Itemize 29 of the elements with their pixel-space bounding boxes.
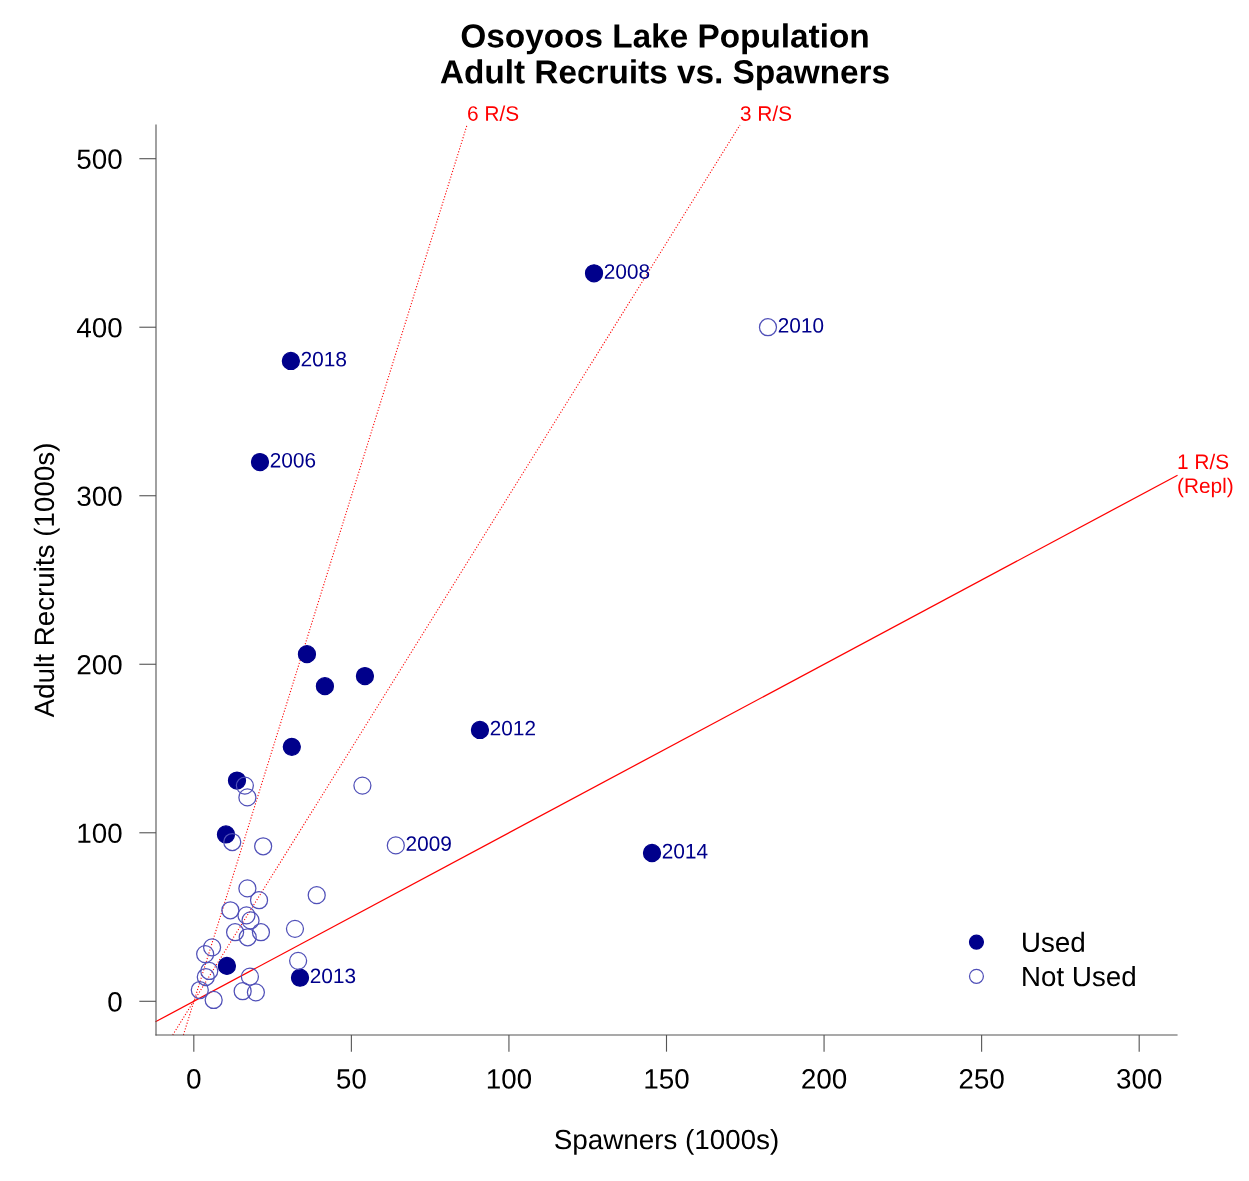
- annotation: 2012: [490, 720, 535, 736]
- y-tick-label: 100: [78, 823, 122, 844]
- y-axis-title: Adult Recruits (1000s): [33, 444, 60, 718]
- y-tick-label: 500: [77, 149, 122, 170]
- annotation: 2018: [301, 351, 347, 367]
- annotation: 2013: [310, 968, 356, 984]
- series-label: 1 R/S (Repl): [1178, 453, 1233, 498]
- annotation: 2006: [270, 452, 316, 468]
- y-tick-label: 400: [76, 317, 122, 338]
- chart-title: Osoyoos Lake Population Adult Recruits vs. Spawners: [440, 23, 889, 91]
- x-tick-label: 250: [959, 1069, 1004, 1089]
- x-tick-label: 50: [337, 1069, 366, 1089]
- y-tick-label: 300: [77, 486, 122, 507]
- series-label: 6 R/S: [468, 105, 519, 121]
- annotation: 2010: [778, 318, 824, 333]
- annotation: 2009: [406, 836, 451, 852]
- series-label: 3 R/S: [740, 105, 792, 121]
- legend-label: Not Used: [1023, 965, 1135, 987]
- legend-label: Used: [1023, 931, 1084, 953]
- annotation: 2014: [662, 843, 708, 859]
- y-tick-label: 200: [77, 654, 122, 675]
- x-tick-label: 0: [187, 1069, 201, 1089]
- x-tick-label: 300: [1117, 1069, 1162, 1089]
- x-tick-label: 150: [645, 1069, 689, 1089]
- annotation: 2008: [604, 264, 650, 279]
- x-tick-label: 100: [487, 1069, 532, 1089]
- x-tick-label: 200: [802, 1069, 847, 1089]
- x-axis-title: Spawners (1000s): [555, 1128, 778, 1155]
- y-tick-label: 0: [108, 991, 122, 1012]
